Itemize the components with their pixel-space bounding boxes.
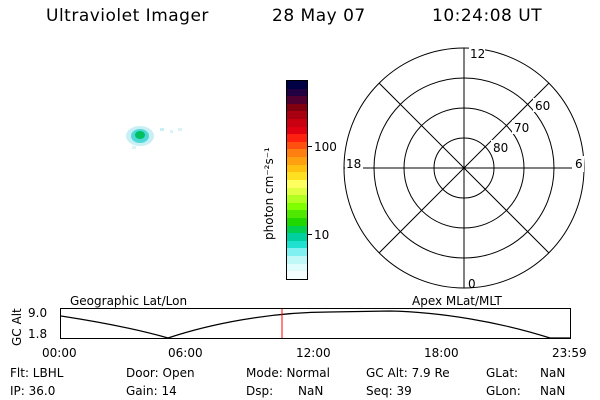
aurora-glow-core — [135, 131, 145, 139]
altitude-curve — [60, 310, 570, 339]
mode-info: Mode: Normal — [246, 366, 330, 380]
colorbar-segment — [287, 81, 307, 89]
colorbar-tick — [307, 146, 312, 147]
gain-info: Gain: 14 — [126, 384, 177, 398]
polar-label-80: 80 — [493, 141, 508, 155]
colorbar-segment — [287, 240, 307, 249]
colorbar-tick-label-10: 10 — [314, 228, 330, 242]
app-title: Ultraviolet Imager — [46, 6, 209, 26]
ip-info: IP: 36.0 — [10, 384, 56, 398]
image-date: 28 May 07 — [272, 6, 366, 26]
colorbar-segment — [287, 179, 307, 188]
altitude-timeline — [60, 308, 571, 339]
glon-value: NaN — [540, 384, 566, 398]
colorbar-segment — [287, 256, 307, 264]
colorbar-segment — [287, 248, 307, 257]
sequence-info: Seq: 39 — [366, 384, 412, 398]
colorbar-segment — [287, 195, 307, 203]
colorbar-segment — [287, 96, 307, 104]
timeline-x-tick: 06:00 — [168, 346, 203, 360]
colorbar-segment — [287, 263, 307, 272]
aurora-speck — [160, 128, 164, 131]
colorbar-segment — [287, 164, 307, 173]
colorbar-segment — [287, 202, 307, 211]
colorbar-segment — [287, 88, 307, 97]
glon-label: GLon: — [486, 384, 521, 398]
timeline-frame — [60, 308, 571, 339]
colorbar-segment — [287, 225, 307, 234]
polar-label-dawn: 6 — [575, 157, 583, 171]
uv-image-panel — [126, 126, 182, 149]
timeline-x-tick: 23:59 — [552, 346, 587, 360]
timeline-right-title: Apex MLat/MLT — [412, 294, 502, 308]
dsp-label: Dsp: — [246, 384, 274, 398]
colorbar-segment — [287, 172, 307, 180]
timeline-axis-name: GC Alt — [10, 308, 24, 346]
timeline-y-bottom: 1.8 — [28, 327, 48, 341]
aurora-speck — [178, 128, 182, 131]
filter-info: Flt: LBHL — [10, 366, 64, 380]
colorbar — [286, 80, 308, 280]
colorbar-segment — [287, 111, 307, 120]
colorbar-segment — [287, 157, 307, 165]
polar-label-70: 70 — [514, 121, 529, 135]
polar-label-midnight: 0 — [468, 277, 476, 290]
colorbar-segment — [287, 126, 307, 135]
polar-label-60: 60 — [535, 99, 550, 113]
colorbar-unit-label: photon cm⁻²s⁻¹ — [262, 147, 276, 240]
colorbar-segment — [287, 210, 307, 218]
polar-label-noon: 12 — [470, 47, 485, 61]
glat-value: NaN — [540, 366, 566, 380]
gc-alt-info: GC Alt: 7.9 Re — [366, 366, 450, 380]
polar-diagonal — [378, 82, 550, 254]
colorbar-segment — [287, 187, 307, 196]
polar-dial: 12 18 6 0 60 70 80 — [343, 46, 585, 290]
colorbar-segment — [287, 149, 307, 158]
dsp-value: NaN — [298, 384, 324, 398]
aurora-speck — [132, 146, 136, 149]
image-time: 10:24:08 UT — [432, 6, 543, 26]
glat-label: GLat: — [486, 366, 519, 380]
timeline-left-title: Geographic Lat/Lon — [70, 294, 188, 308]
door-info: Door: Open — [126, 366, 195, 380]
timeline-x-tick: 18:00 — [424, 346, 459, 360]
colorbar-segment — [287, 119, 307, 127]
colorbar-tick-label-100: 100 — [314, 140, 337, 154]
timeline-x-tick: 12:00 — [296, 346, 331, 360]
polar-label-dusk: 18 — [346, 157, 361, 171]
colorbar-segment — [287, 217, 307, 226]
colorbar-segment — [287, 271, 307, 279]
colorbar-segment — [287, 103, 307, 112]
colorbar-segment — [287, 141, 307, 150]
aurora-speck — [170, 130, 173, 133]
timeline-y-top: 9.0 — [28, 306, 48, 320]
colorbar-tick — [307, 234, 312, 235]
timeline-x-tick: 00:00 — [42, 346, 77, 360]
colorbar-segment — [287, 134, 307, 142]
colorbar-segment — [287, 233, 307, 241]
